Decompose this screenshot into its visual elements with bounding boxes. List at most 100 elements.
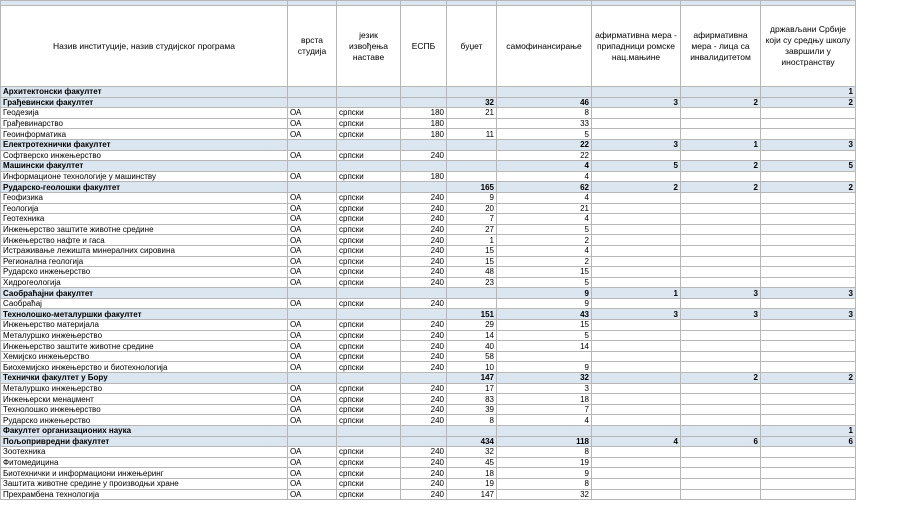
cell xyxy=(591,319,681,331)
name-cell: Заштита животне средине у производњи хра… xyxy=(0,477,288,490)
name-cell: Факултет организационих наука xyxy=(0,425,288,437)
cell: 4 xyxy=(496,244,592,257)
cell: 18 xyxy=(446,467,497,479)
cell: 180 xyxy=(400,128,447,140)
cell: 240 xyxy=(400,414,447,426)
cell: српски xyxy=(336,340,401,352)
column-header: афирмативна мера - припадници ромске нац… xyxy=(591,5,681,87)
cell xyxy=(760,117,856,130)
cell: 240 xyxy=(400,446,447,458)
name-cell: Металуршко инжењерство xyxy=(0,329,288,342)
cell: 23 xyxy=(446,276,497,289)
cell xyxy=(496,86,592,98)
cell xyxy=(680,319,761,331)
name-cell: Прехрамбена технологија xyxy=(0,488,288,501)
cell xyxy=(336,435,401,448)
cell: 240 xyxy=(400,488,447,501)
cell xyxy=(591,266,681,278)
cell xyxy=(680,403,761,416)
cell xyxy=(591,425,681,437)
column-header: Назив институције, назив студијског прог… xyxy=(0,5,288,87)
cell xyxy=(680,382,761,395)
cell: 240 xyxy=(400,382,447,395)
cell: српски xyxy=(336,361,401,374)
name-cell: Електротехнички факултет xyxy=(0,138,288,151)
cell: 14 xyxy=(446,329,497,342)
name-cell: Геотехника xyxy=(0,213,288,225)
cell: 240 xyxy=(400,234,447,246)
cell: српски xyxy=(336,276,401,289)
cell xyxy=(760,340,856,352)
name-cell: Машински факултет xyxy=(0,160,288,172)
cell xyxy=(336,138,401,151)
cell: 9 xyxy=(496,297,592,310)
cell xyxy=(591,117,681,130)
cell xyxy=(446,86,497,98)
cell xyxy=(591,414,681,426)
cell: 240 xyxy=(400,223,447,236)
cell: ОА xyxy=(287,361,337,374)
cell: српски xyxy=(336,297,401,310)
cell xyxy=(336,372,401,384)
cell xyxy=(287,372,337,384)
cell: 4 xyxy=(496,414,592,426)
cell xyxy=(336,86,401,98)
cell: 180 xyxy=(400,107,447,119)
cell: 240 xyxy=(400,276,447,289)
cell xyxy=(680,170,761,183)
cell: 3 xyxy=(591,308,681,321)
name-cell: Рударско-геолошки факултет xyxy=(0,181,288,193)
column-header: буџет xyxy=(446,5,497,87)
cell xyxy=(591,149,681,162)
cell: српски xyxy=(336,319,401,331)
cell xyxy=(400,425,447,437)
table-body: Архитектонски факултет 1 Грађевински факул… xyxy=(0,86,856,501)
cell: српски xyxy=(336,244,401,257)
cell: 8 xyxy=(496,446,592,458)
cell: ОА xyxy=(287,107,337,119)
cell xyxy=(591,297,681,310)
cell: 240 xyxy=(400,213,447,225)
cell: ОА xyxy=(287,128,337,140)
cell: српски xyxy=(336,266,401,278)
cell: ОА xyxy=(287,234,337,246)
column-header: ЕСПБ xyxy=(400,5,447,87)
name-cell: Софтверско инжењерство xyxy=(0,149,288,162)
cell: српски xyxy=(336,213,401,225)
program-row: Истраживање лежишта минералних сировина О… xyxy=(0,244,856,257)
cell: 2 xyxy=(496,234,592,246)
cell xyxy=(287,287,337,299)
cell: 180 xyxy=(400,117,447,130)
name-cell: Регионална геологија xyxy=(0,255,288,268)
program-row: Геотехника ОА српски 240 7 4 xyxy=(0,213,856,225)
cell: 18 xyxy=(496,393,592,405)
cell xyxy=(287,308,337,321)
name-cell: Саобраћај xyxy=(0,297,288,310)
faculty-row: Саобраћајни факултет 9 1 3 3 xyxy=(0,287,856,299)
name-cell: Технолошко-металуршки факултет xyxy=(0,308,288,321)
cell xyxy=(680,86,761,98)
faculty-row: Рударско-геолошки факултет 165 62 2 2 2 xyxy=(0,181,856,193)
program-row: Инжењерство заштите животне средине ОА срп… xyxy=(0,223,856,236)
cell xyxy=(287,138,337,151)
cell: 15 xyxy=(496,319,592,331)
cell: 240 xyxy=(400,467,447,479)
cell xyxy=(446,170,497,183)
name-cell: Биохемијско инжењерство и биотехнологија xyxy=(0,361,288,374)
cell: ОА xyxy=(287,191,337,204)
cell xyxy=(591,213,681,225)
cell: 147 xyxy=(446,372,497,384)
cell xyxy=(400,160,447,172)
name-cell: Инжењерство материјала xyxy=(0,319,288,331)
name-cell: Технолошко инжењерство xyxy=(0,403,288,416)
cell: 43 xyxy=(496,308,592,321)
cell xyxy=(760,234,856,246)
cell: 9 xyxy=(446,191,497,204)
cell: 118 xyxy=(496,435,592,448)
cell xyxy=(336,425,401,437)
cell: 48 xyxy=(446,266,497,278)
cell xyxy=(400,435,447,448)
cell: 20 xyxy=(446,202,497,215)
cell: 240 xyxy=(400,266,447,278)
cell xyxy=(760,361,856,374)
